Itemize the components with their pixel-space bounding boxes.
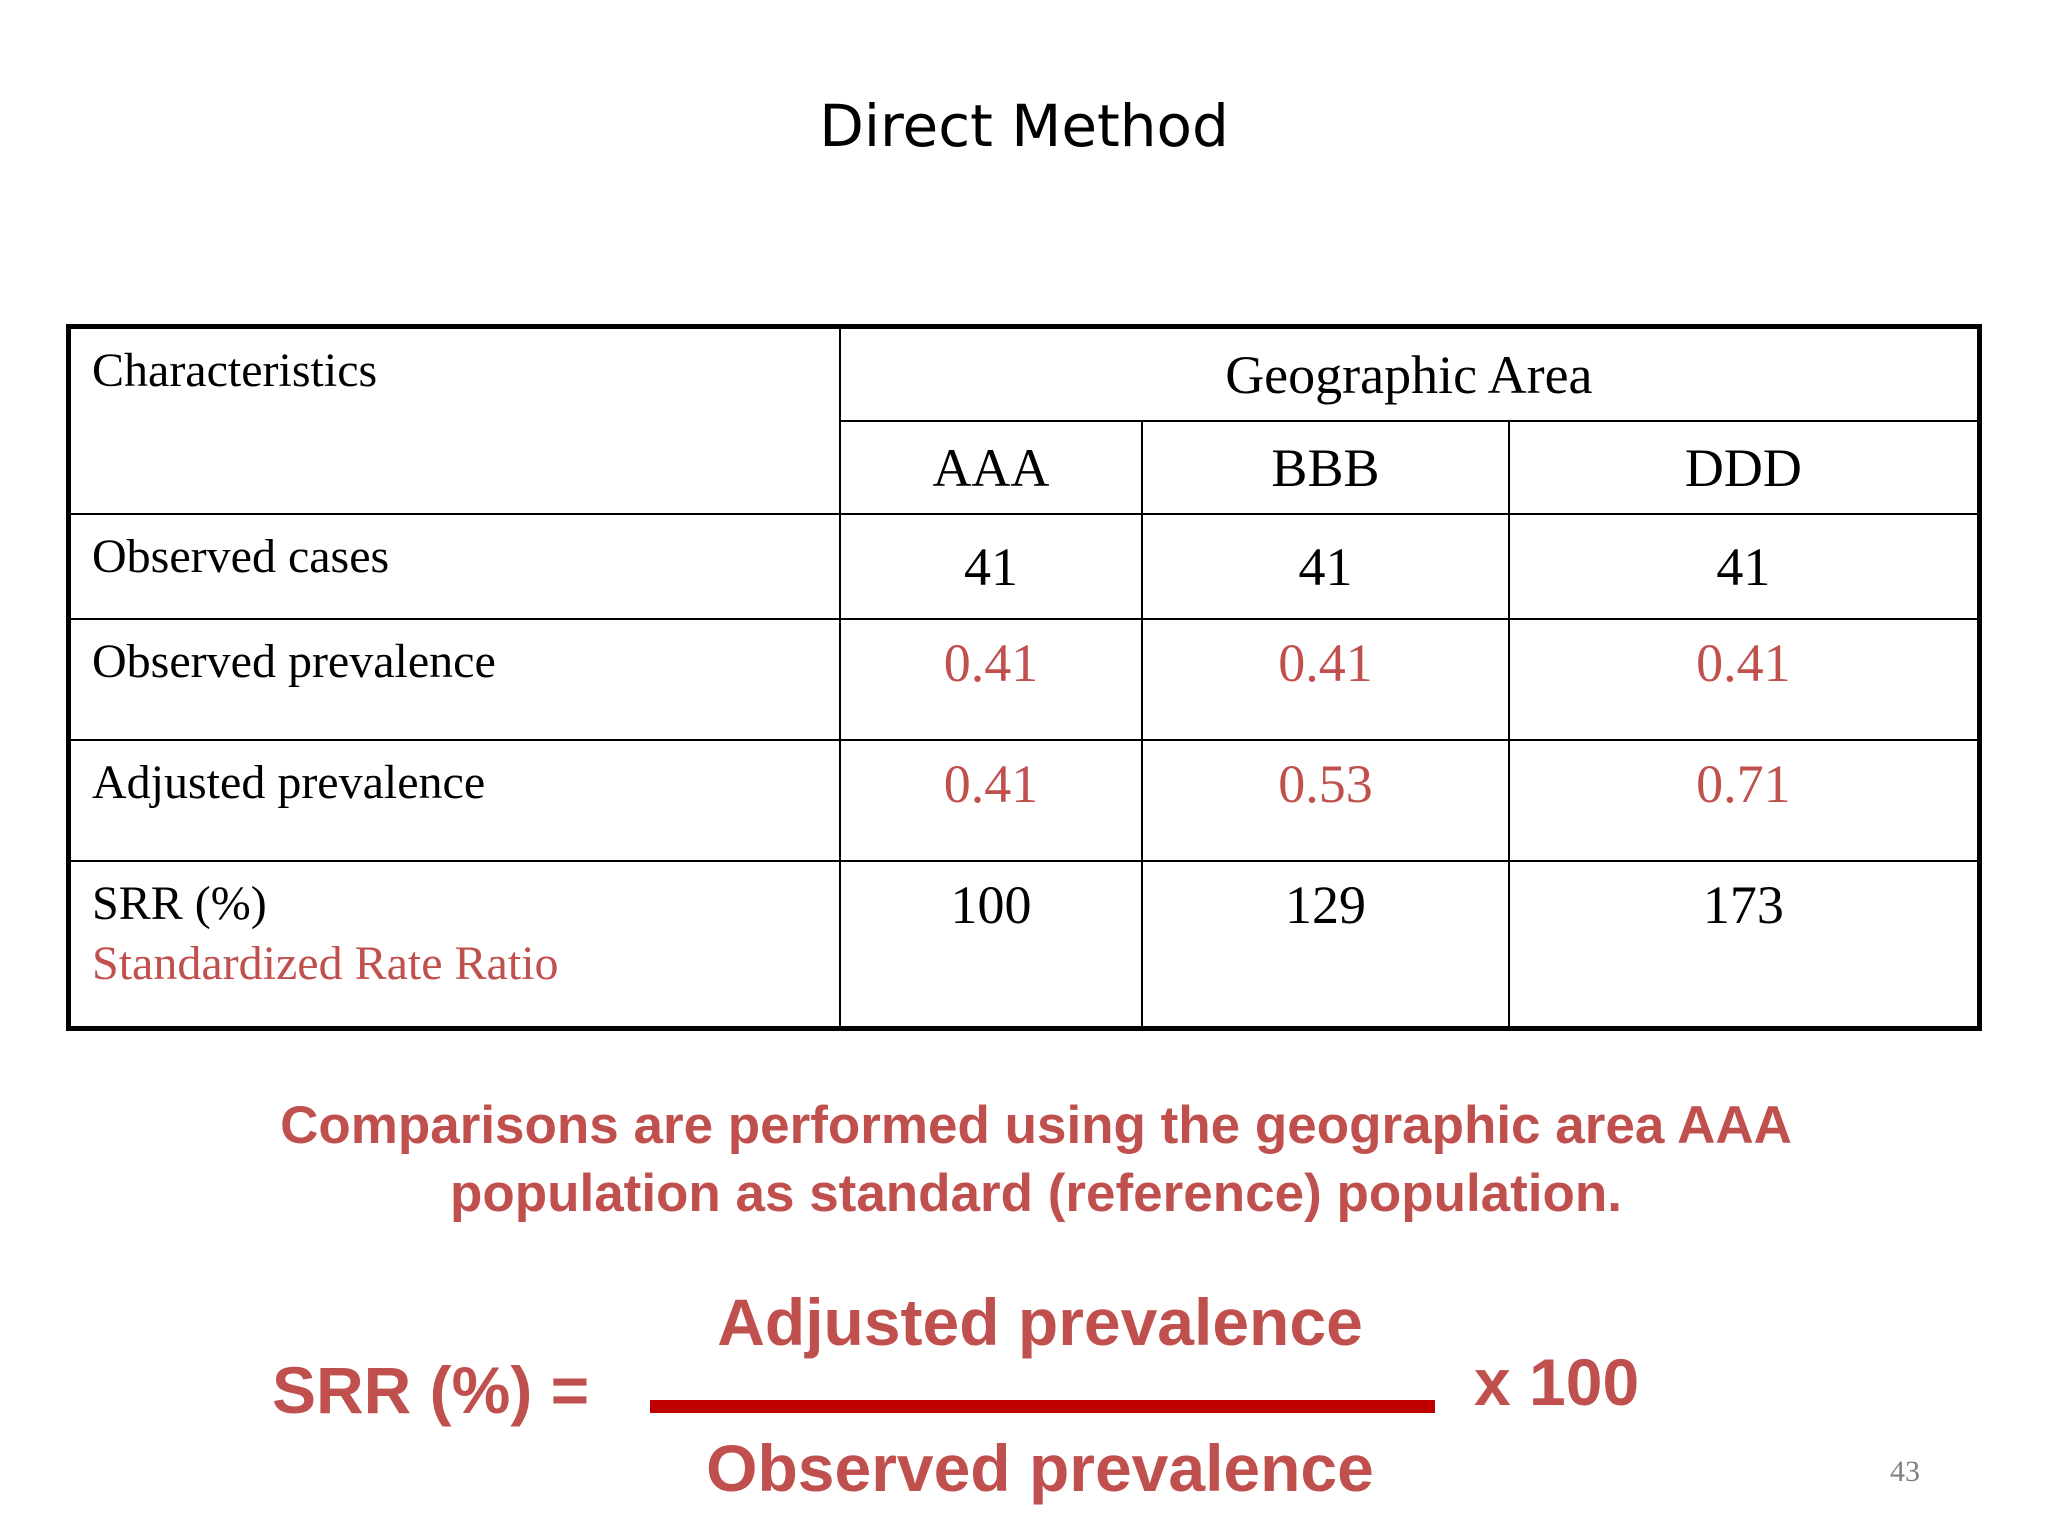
table-cell: 0.71	[1507, 739, 1981, 862]
table-cell: 41	[1507, 513, 1981, 620]
formula-numerator: Adjusted prevalence	[717, 1285, 1363, 1359]
table-cell: 41	[1141, 513, 1510, 620]
formula-multiplier: x 100	[1474, 1345, 1640, 1419]
note-line-2: population as standard (reference) popul…	[449, 1164, 1622, 1223]
table-row-observed-prevalence: Observed prevalence 0.41 0.41 0.41	[67, 618, 1981, 741]
row-label: Observed cases	[67, 513, 841, 620]
fraction-bar	[650, 1400, 1435, 1413]
table-header-row: Characteristics Geographic Area	[67, 325, 1981, 515]
table-row-adjusted-prevalence: Adjusted prevalence 0.41 0.53 0.71	[67, 739, 1981, 862]
row-label: Observed prevalence	[67, 618, 841, 741]
table-cell: 0.41	[1141, 618, 1510, 741]
table-cell: 0.53	[1141, 739, 1510, 862]
column-header-aaa: AAA	[838, 420, 1144, 515]
formula-lhs: SRR (%) =	[272, 1353, 590, 1427]
row-label: Adjusted prevalence	[67, 739, 841, 862]
geographic-area-header: Geographic Area	[838, 325, 1981, 422]
column-header-ddd: DDD	[1507, 420, 1981, 515]
comparison-note: Comparisons are performed using the geog…	[0, 1092, 2048, 1228]
row-label: SRR (%)	[92, 877, 267, 930]
table-cell: 173	[1507, 860, 1981, 1030]
formula-denominator: Observed prevalence	[706, 1431, 1374, 1505]
table-cell: 41	[838, 513, 1144, 620]
table-cell: 100	[838, 860, 1144, 1030]
note-line-1: Comparisons are performed using the geog…	[280, 1096, 1792, 1155]
table-cell: 129	[1141, 860, 1510, 1030]
table-cell: 0.41	[838, 618, 1144, 741]
table-cell: 0.41	[838, 739, 1144, 862]
slide-title: Direct Method	[819, 92, 1229, 160]
row-sublabel: Standardized Rate Ratio	[92, 937, 559, 990]
data-table: Characteristics Geographic Area AAA BBB …	[66, 324, 1982, 1031]
page-number: 43	[1890, 1455, 1920, 1488]
table-subheader-row: AAA BBB DDD	[69, 420, 1981, 515]
characteristics-header: Characteristics	[67, 325, 841, 515]
table-cell: 0.41	[1507, 618, 1981, 741]
row-label-srr: SRR (%) Standardized Rate Ratio	[67, 860, 841, 1030]
table-row-srr: SRR (%) Standardized Rate Ratio 100 129 …	[67, 860, 1981, 1030]
column-header-bbb: BBB	[1141, 420, 1510, 515]
table-row-observed-cases: Observed cases 41 41 41	[67, 513, 1981, 620]
